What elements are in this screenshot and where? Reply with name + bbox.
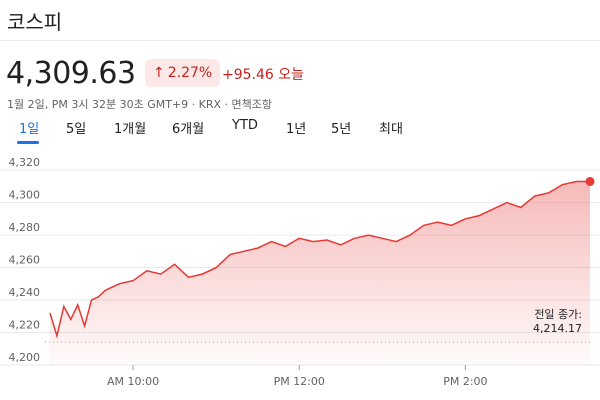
tab-1y[interactable]: 1년 [286,122,307,137]
last-price-dot [585,176,595,186]
index-title: 코스피 [7,10,63,34]
active-tab-indicator [17,141,39,144]
previous-close-value: 4,214.17 [533,322,582,335]
tab-ytd[interactable]: YTD [232,118,258,133]
change-percent-badge: ↑ 2.27% [145,59,221,87]
x-tick-label: PM 2:00 [443,375,487,388]
quote-meta: 1월 2일, PM 3시 32분 30초 GMT+9 · KRX · 면책조항 [7,98,272,111]
y-tick-label: 4,280 [9,221,41,234]
tab-max[interactable]: 최대 [379,122,403,137]
x-tick-label: PM 12:00 [274,375,325,388]
arrow-up-icon: ↑ [153,65,165,81]
current-price: 4,309.63 [6,56,136,91]
previous-close-annotation: 전일 종가: 4,214.17 [533,308,582,336]
price-chart[interactable]: 4,320 4,300 4,280 4,260 4,240 4,220 4,200 AM 1… [0,150,600,400]
y-tick-label: 4,240 [9,286,41,299]
price-line [49,180,590,339]
x-tick-label: AM 10:00 [107,375,159,388]
y-tick-label: 4,220 [9,319,41,332]
price-area [50,181,590,365]
y-tick-label: 4,320 [9,156,41,169]
header-divider [0,40,600,41]
y-tick-label: 4,260 [9,254,41,267]
tab-6m[interactable]: 6개월 [172,122,205,137]
tab-5y[interactable]: 5년 [331,122,352,137]
tab-1m[interactable]: 1개월 [114,122,147,137]
y-tick-label: 4,300 [9,189,41,202]
tab-1d[interactable]: 1일 [19,122,40,137]
change-percent: 2.27% [167,65,213,81]
y-tick-label: 4,200 [9,351,41,364]
change-absolute: +95.46 오늘 [222,67,305,83]
previous-close-label: 전일 종가: [534,308,582,321]
range-tabs: 1일 5일 1개월 6개월 YTD 1년 5년 최대 [0,118,600,144]
tab-5d[interactable]: 5일 [66,122,87,137]
